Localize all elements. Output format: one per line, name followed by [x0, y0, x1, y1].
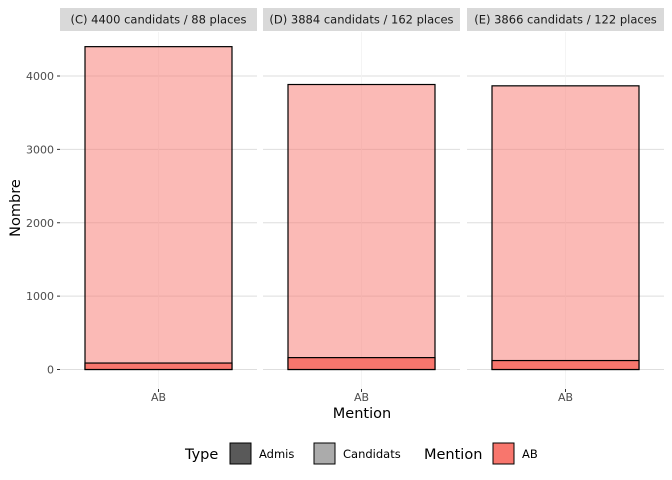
facet-title: (C) 4400 candidats / 88 places [71, 13, 247, 27]
facet-panel: (E) 3866 candidats / 122 places AB [467, 8, 664, 404]
facet-strip [60, 8, 257, 31]
y-axis-title: Nombre [8, 179, 24, 237]
y-tick-label: 1000 [26, 290, 54, 303]
y-tick-label: 4000 [26, 70, 54, 83]
legend: Type Admis Candidats Mention AB [184, 442, 538, 465]
legend-label: Admis [259, 447, 294, 461]
bar-candidats [287, 83, 436, 371]
facet-title: (D) 3884 candidats / 162 places [269, 13, 453, 27]
facet-strip [467, 8, 664, 31]
legend-key [492, 442, 515, 465]
x-axis-title: Mention [333, 406, 391, 422]
bar-candidats [84, 46, 233, 371]
bar-admis [84, 362, 233, 371]
facet-panel: (C) 4400 candidats / 88 places AB [60, 8, 257, 404]
facet-panel: (D) 3884 candidats / 162 places AB [263, 8, 460, 404]
x-tick-label: AB [151, 391, 166, 404]
facet-title: (E) 3866 candidats / 122 places [474, 13, 657, 27]
bar-admis [491, 359, 640, 371]
y-tick-label: 0 [47, 364, 54, 377]
legend-key [313, 442, 336, 465]
facet-strip [263, 8, 460, 31]
legend-label: AB [522, 447, 538, 461]
x-tick-label: AB [354, 391, 369, 404]
bar-admis [287, 357, 436, 371]
legend-title-type: Type [184, 447, 218, 463]
bar-candidats [491, 85, 640, 371]
y-tick-label: 2000 [26, 217, 54, 230]
legend-label: Candidats [343, 447, 401, 461]
x-tick-label: AB [558, 391, 573, 404]
legend-title-mention: Mention [424, 447, 482, 463]
legend-key [229, 442, 252, 465]
y-tick-label: 3000 [26, 143, 54, 156]
